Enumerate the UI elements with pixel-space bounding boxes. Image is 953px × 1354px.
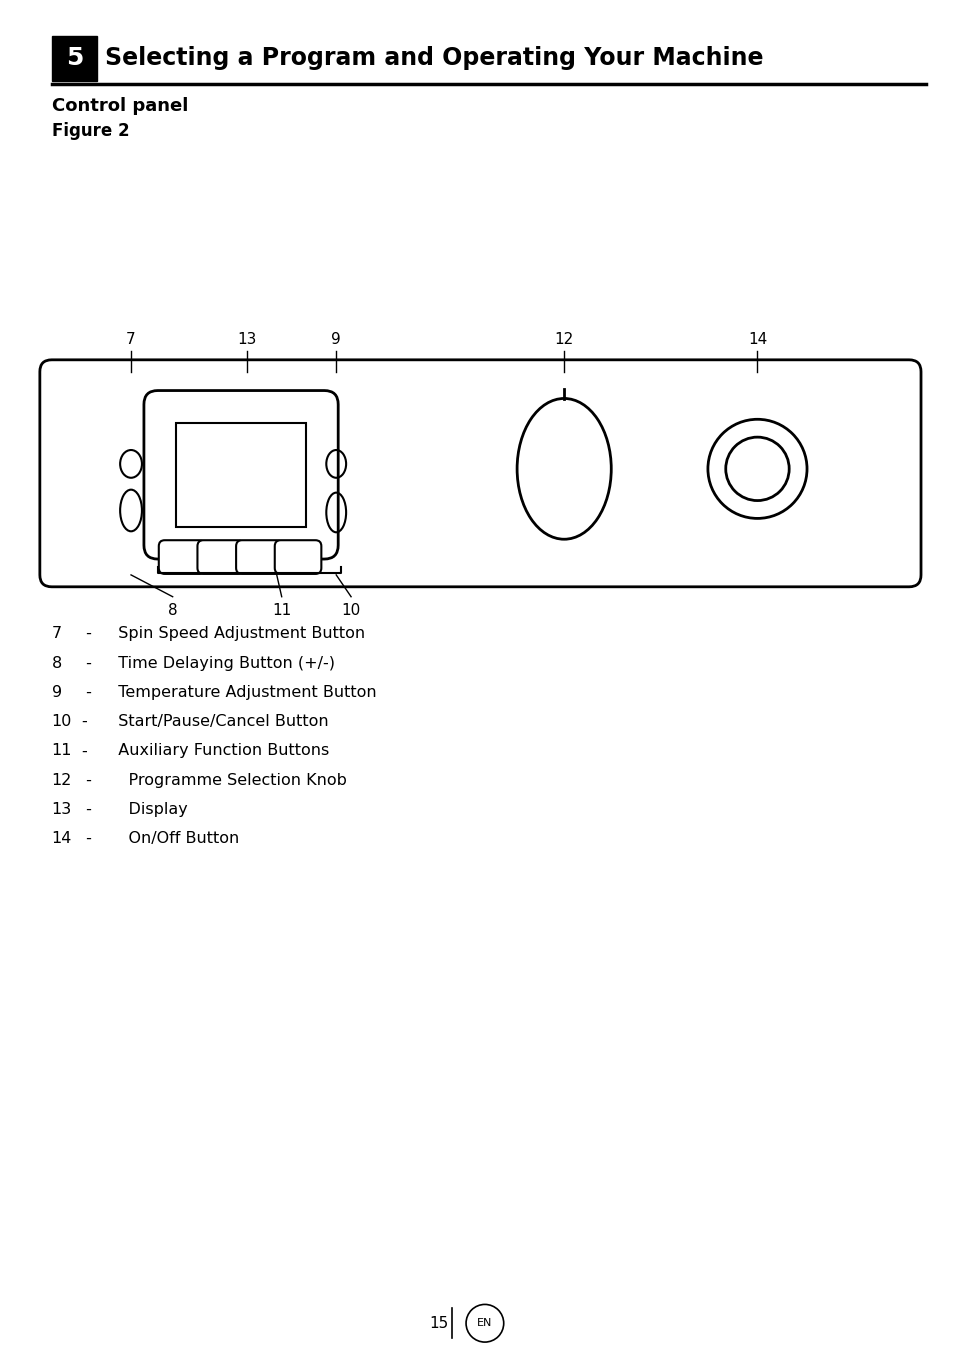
Text: -: - (81, 773, 92, 788)
Text: 12: 12 (554, 332, 573, 347)
Text: 15: 15 (429, 1316, 448, 1331)
Text: -: - (81, 743, 87, 758)
FancyBboxPatch shape (158, 540, 205, 574)
Text: Temperature Adjustment Button: Temperature Adjustment Button (108, 685, 376, 700)
Text: Figure 2: Figure 2 (51, 122, 130, 139)
Text: 14: 14 (51, 831, 72, 846)
Text: 9: 9 (51, 685, 62, 700)
Text: 9: 9 (331, 332, 341, 347)
Text: 10: 10 (341, 603, 360, 617)
Text: 8: 8 (168, 603, 177, 617)
Bar (175, 424, 306, 527)
Text: 11: 11 (51, 743, 72, 758)
Text: Control panel: Control panel (51, 97, 188, 115)
Text: 13: 13 (237, 332, 256, 347)
Text: -: - (81, 655, 92, 670)
Text: Time Delaying Button (+/-): Time Delaying Button (+/-) (108, 655, 335, 670)
Text: -: - (81, 802, 92, 816)
Text: 12: 12 (51, 773, 72, 788)
Text: 11: 11 (272, 603, 291, 617)
Text: 14: 14 (747, 332, 766, 347)
Text: 7: 7 (51, 627, 62, 642)
Text: -: - (81, 831, 92, 846)
Text: Programme Selection Knob: Programme Selection Knob (108, 773, 347, 788)
Text: -: - (81, 627, 92, 642)
Text: EN: EN (476, 1319, 492, 1328)
Text: 13: 13 (51, 802, 71, 816)
Text: Auxiliary Function Buttons: Auxiliary Function Buttons (108, 743, 329, 758)
Text: 10: 10 (51, 714, 72, 730)
Text: Start/Pause/Cancel Button: Start/Pause/Cancel Button (108, 714, 329, 730)
Text: -: - (81, 714, 87, 730)
FancyBboxPatch shape (51, 35, 97, 81)
FancyBboxPatch shape (40, 360, 920, 586)
Text: 8: 8 (51, 655, 62, 670)
FancyBboxPatch shape (144, 390, 338, 559)
Text: Selecting a Program and Operating Your Machine: Selecting a Program and Operating Your M… (105, 46, 763, 70)
Text: On/Off Button: On/Off Button (108, 831, 239, 846)
FancyBboxPatch shape (197, 540, 244, 574)
Text: 7: 7 (126, 332, 135, 347)
FancyBboxPatch shape (274, 540, 321, 574)
Text: -: - (81, 685, 92, 700)
FancyBboxPatch shape (235, 540, 282, 574)
Text: 5: 5 (66, 46, 83, 70)
Text: Display: Display (108, 802, 188, 816)
Text: Spin Speed Adjustment Button: Spin Speed Adjustment Button (108, 627, 365, 642)
